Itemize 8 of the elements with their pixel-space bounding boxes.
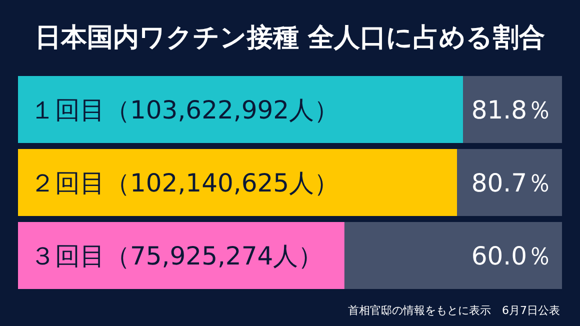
text: 首相官邸の情報をもとに表示 6月7日公表	[348, 304, 560, 317]
y-tick-label: ３回目（75,925,274人）	[30, 242, 324, 270]
chart-title: 日本国内ワクチン接種 全人口に占める割合	[34, 23, 546, 53]
data-label: 60.0％	[471, 242, 552, 270]
data-label: 81.8％	[471, 96, 552, 124]
y-tick-label: ２回目（102,140,625人）	[30, 168, 340, 198]
y-tick-label: １回目（103,622,992人）	[30, 96, 340, 124]
data-label: 80.7％	[471, 168, 552, 198]
